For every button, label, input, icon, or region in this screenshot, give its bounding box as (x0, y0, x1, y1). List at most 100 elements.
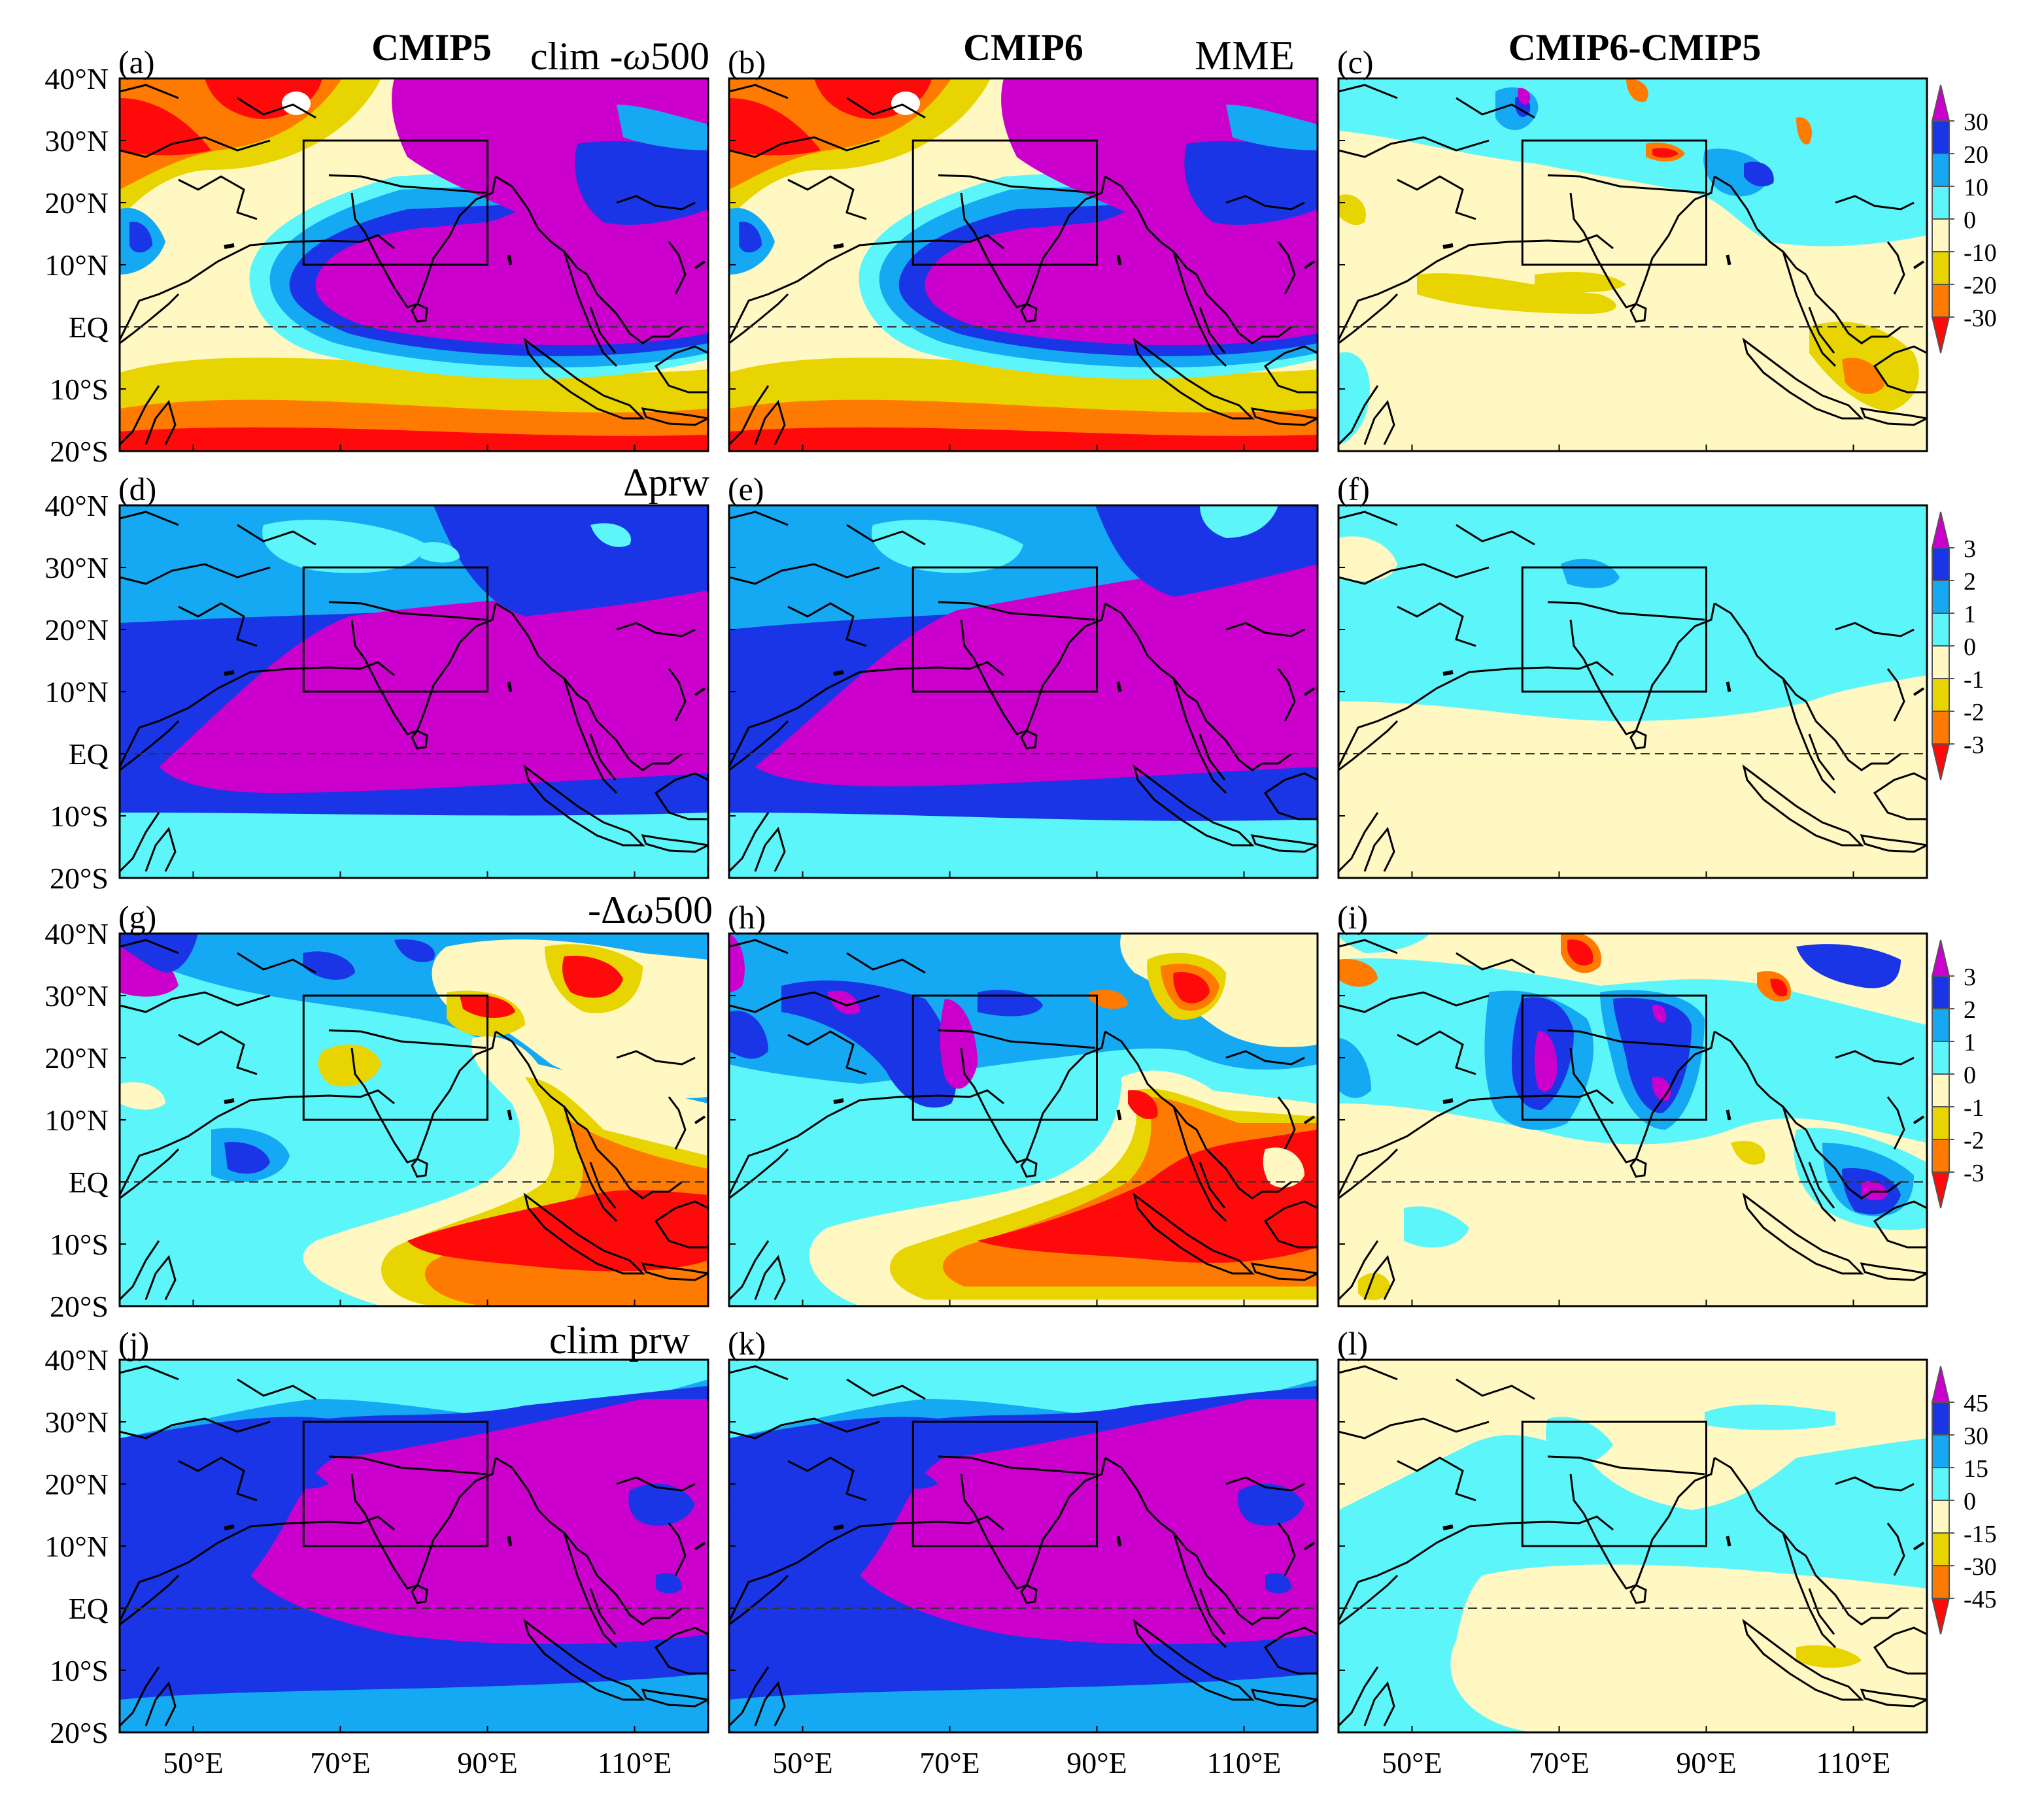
colorbar-tick-label: 0 (1964, 207, 1976, 234)
lat-tick-label: 10°S (50, 373, 109, 406)
colorbar-row3: 3 2 1 0 -1 -2 -3 (1932, 939, 1984, 1209)
region-box (1521, 139, 1707, 266)
variable-label-row3: -Δω500 (588, 888, 713, 932)
lon-tick-label: 110°E (1816, 1746, 1891, 1779)
map-panel-j (118, 1358, 709, 1734)
panel-label: (c) (1337, 44, 1374, 80)
lat-tick-label: 10°S (50, 1228, 109, 1261)
lon-tick-label: 90°E (1066, 1746, 1127, 1779)
panel-label: (k) (728, 1325, 766, 1362)
panel-label: (f) (1337, 471, 1370, 507)
lat-tick-label: 20°S (50, 1290, 109, 1323)
colorbar-tick-label: 3 (1964, 535, 1976, 563)
region-box (302, 994, 488, 1121)
colorbar-tick-label: -30 (1964, 305, 1997, 332)
region-box (911, 139, 1098, 266)
lat-tick-label: 40°N (44, 489, 109, 522)
variable-label-row4: clim prw (549, 1319, 690, 1362)
map-panel-g (118, 932, 709, 1307)
lat-tick-label: 10°N (44, 248, 109, 282)
colorbar-tick-label: -30 (1964, 1553, 1997, 1581)
panel-label: (l) (1337, 1325, 1368, 1362)
map-panel-h (728, 932, 1319, 1307)
lon-tick-label: 90°E (1676, 1746, 1737, 1779)
region-box (302, 566, 488, 693)
lat-tick-label: 30°N (44, 979, 109, 1013)
colorbars: 3020100-10-20-303210-1-2-33210-1-2-34530… (1932, 84, 1997, 1635)
colorbar-tick-label: 15 (1964, 1455, 1988, 1483)
panel-label: (e) (728, 471, 764, 507)
colorbar-tick-label: 3 (1964, 964, 1976, 991)
colorbar-tick-label: -20 (1964, 272, 1997, 299)
variable-label-row2: Δprw (623, 461, 710, 504)
lat-tick-label: 40°N (44, 1343, 109, 1377)
colorbar-swatches (1932, 511, 1950, 781)
lat-tick-label: 20°N (44, 1041, 109, 1075)
region-box (1521, 994, 1707, 1121)
map-panel-d (118, 504, 709, 879)
lat-tick-label: 20°N (44, 613, 109, 647)
panel-label: (j) (118, 1325, 149, 1362)
lat-tick-label: EQ (69, 737, 109, 771)
colorbar-tick-label: -1 (1964, 1094, 1984, 1122)
colorbar-tick-label: 0 (1964, 633, 1976, 661)
panel-label: (g) (118, 899, 156, 935)
lat-tick-label: 30°N (44, 551, 109, 584)
colorbar-tick-label: 0 (1964, 1062, 1976, 1089)
panel-label: (a) (118, 44, 155, 80)
row-variable-labels: clim -ω500 Δprw -Δω500 clim prw (530, 35, 713, 1362)
map-panel-l (1337, 1358, 1928, 1734)
column-titles: CMIP5 CMIP6 CMIP6-CMIP5 MME (371, 26, 1761, 78)
lon-tick-label: 110°E (598, 1746, 672, 1779)
colorbar-tick-label: -10 (1964, 239, 1997, 267)
map-panel-f (1337, 504, 1928, 879)
colorbar-tick-label: -15 (1964, 1521, 1997, 1548)
lon-tick-label: 90°E (457, 1746, 518, 1779)
panel-grid (118, 77, 1928, 1734)
colorbar-swatches (1932, 84, 1950, 354)
lat-tick-label: EQ (69, 311, 109, 344)
map-panel-e (728, 504, 1319, 879)
lat-tick-label: 30°N (44, 1405, 109, 1439)
colorbar-tick-label: -2 (1964, 1127, 1984, 1154)
region-box (911, 566, 1098, 693)
column-title-cmip5: CMIP5 (371, 26, 492, 69)
colorbar-tick-label: 2 (1964, 996, 1976, 1024)
colorbar-tick-label: 1 (1964, 601, 1976, 628)
lat-tick-label: 30°N (44, 124, 109, 158)
lon-tick-label: 50°E (163, 1746, 224, 1779)
lon-tick-label: 110°E (1207, 1746, 1282, 1779)
colorbar-tick-label: 20 (1964, 141, 1988, 169)
colorbar-row4: 45 30 15 0 -15 -30 -45 (1932, 1366, 1997, 1635)
colorbar-tick-label: -2 (1964, 699, 1984, 726)
colorbar-tick-label: -1 (1964, 666, 1984, 694)
lon-tick-label: 70°E (310, 1746, 371, 1779)
colorbar-tick-label: 45 (1964, 1390, 1988, 1417)
colorbar-tick-label: 30 (1964, 1422, 1988, 1450)
lat-tick-label: 40°N (44, 917, 109, 951)
region-box (911, 994, 1098, 1121)
lat-tick-label: 20°N (44, 186, 109, 220)
map-panel-i (1337, 932, 1928, 1307)
lat-tick-label: 10°N (44, 1103, 109, 1137)
latitude-tick-labels: 40°N 30°N 20°N 10°N EQ 10°S 20°S 40°N 30°N 20°N 10… (44, 62, 109, 1749)
lat-tick-label: 10°S (50, 1654, 109, 1687)
column-title-cmip6: CMIP6 (963, 26, 1083, 69)
mme-label: MME (1195, 32, 1295, 78)
colorbar-tick-label: 30 (1964, 109, 1988, 136)
region-box (302, 139, 488, 266)
lat-tick-label: EQ (69, 1166, 109, 1199)
colorbar-swatches (1932, 1366, 1950, 1635)
colorbar-tick-label: -45 (1964, 1586, 1997, 1613)
lon-tick-label: 70°E (919, 1746, 980, 1779)
panel-label: (h) (728, 899, 766, 935)
lon-tick-label: 70°E (1529, 1746, 1590, 1779)
lat-tick-label: 20°S (50, 1716, 109, 1749)
longitude-tick-labels: 50°E 70°E 90°E 110°E 50°E 70°E 90°E 110°E 50°E 70… (163, 1746, 1890, 1779)
colorbar-tick-label: 0 (1964, 1488, 1976, 1515)
lat-tick-label: EQ (69, 1592, 109, 1625)
lat-tick-label: 10°N (44, 675, 109, 709)
lat-tick-label: 20°S (50, 435, 109, 468)
lon-tick-label: 50°E (772, 1746, 833, 1779)
